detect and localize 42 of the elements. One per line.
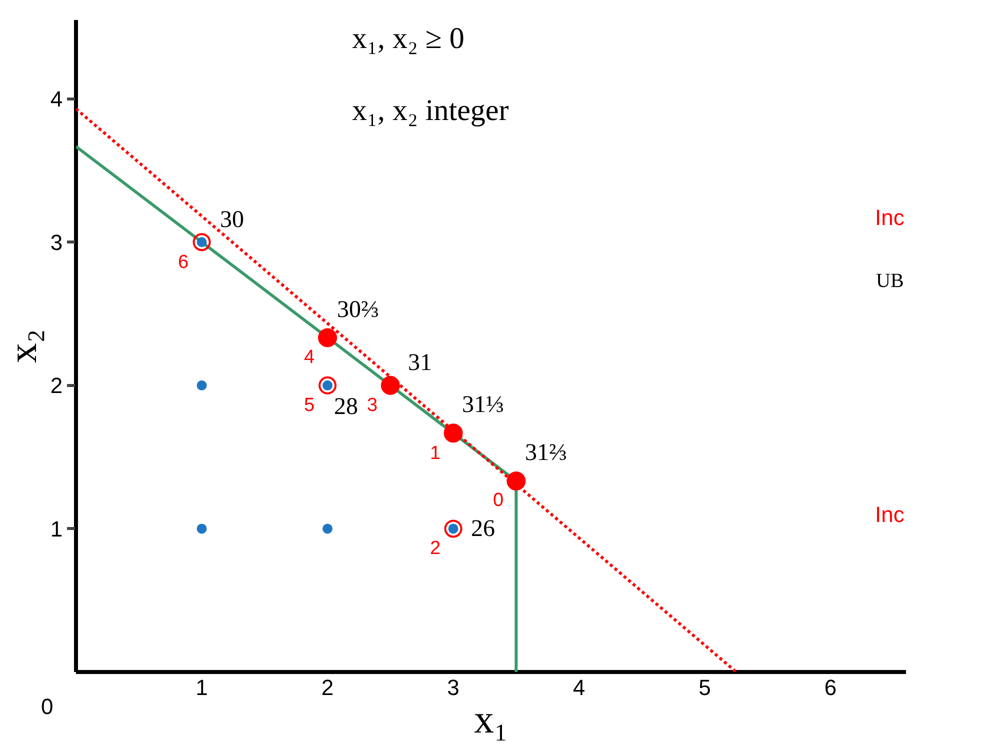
annotation: Inc	[875, 502, 904, 527]
point	[322, 524, 333, 534]
annotation: 5	[304, 395, 315, 416]
annotation: 26	[471, 516, 495, 542]
y-tick-label: 3	[50, 230, 63, 255]
point	[196, 380, 207, 390]
point	[318, 376, 337, 394]
y-axis-title: x₂	[0, 329, 45, 363]
x-tick-label: 1	[196, 675, 208, 700]
point	[192, 233, 211, 252]
annotation: 31	[408, 350, 432, 376]
annotation: x₁, x₂ ≥ 0	[352, 22, 464, 55]
annotation: 2	[430, 538, 441, 559]
x-tick-label: 4	[572, 675, 586, 700]
x-tick-label: 5	[698, 675, 711, 700]
y-tick-label: 4	[50, 86, 63, 112]
point	[444, 424, 463, 443]
annotation: 1	[430, 443, 441, 464]
annotation: 30	[220, 207, 244, 233]
point	[380, 376, 400, 395]
text: 0	[41, 694, 54, 719]
annotation: 31⅓	[462, 392, 504, 418]
y-tick-label: 2	[50, 373, 63, 398]
annotation: 0	[493, 490, 504, 511]
y-tick-label: 1	[50, 516, 63, 542]
point	[444, 520, 462, 538]
x-tick-label: 6	[824, 675, 837, 700]
annotation: Inc	[875, 205, 904, 230]
annotation: 30⅔	[337, 297, 379, 323]
point	[196, 524, 207, 534]
annotation: x₁, x₂ integer	[352, 94, 509, 127]
point	[318, 328, 338, 348]
annotation: 28	[334, 394, 358, 420]
x-tick-label: 2	[321, 675, 334, 700]
x-tick-label: 3	[447, 675, 460, 700]
annotation: 6	[178, 252, 189, 273]
annotation: UB	[876, 270, 904, 292]
point	[506, 471, 526, 490]
annotation: 31⅔	[525, 440, 567, 466]
annotation: 4	[304, 347, 315, 368]
annotation: 3	[367, 395, 378, 416]
x-axis-title: x₁	[474, 696, 508, 742]
